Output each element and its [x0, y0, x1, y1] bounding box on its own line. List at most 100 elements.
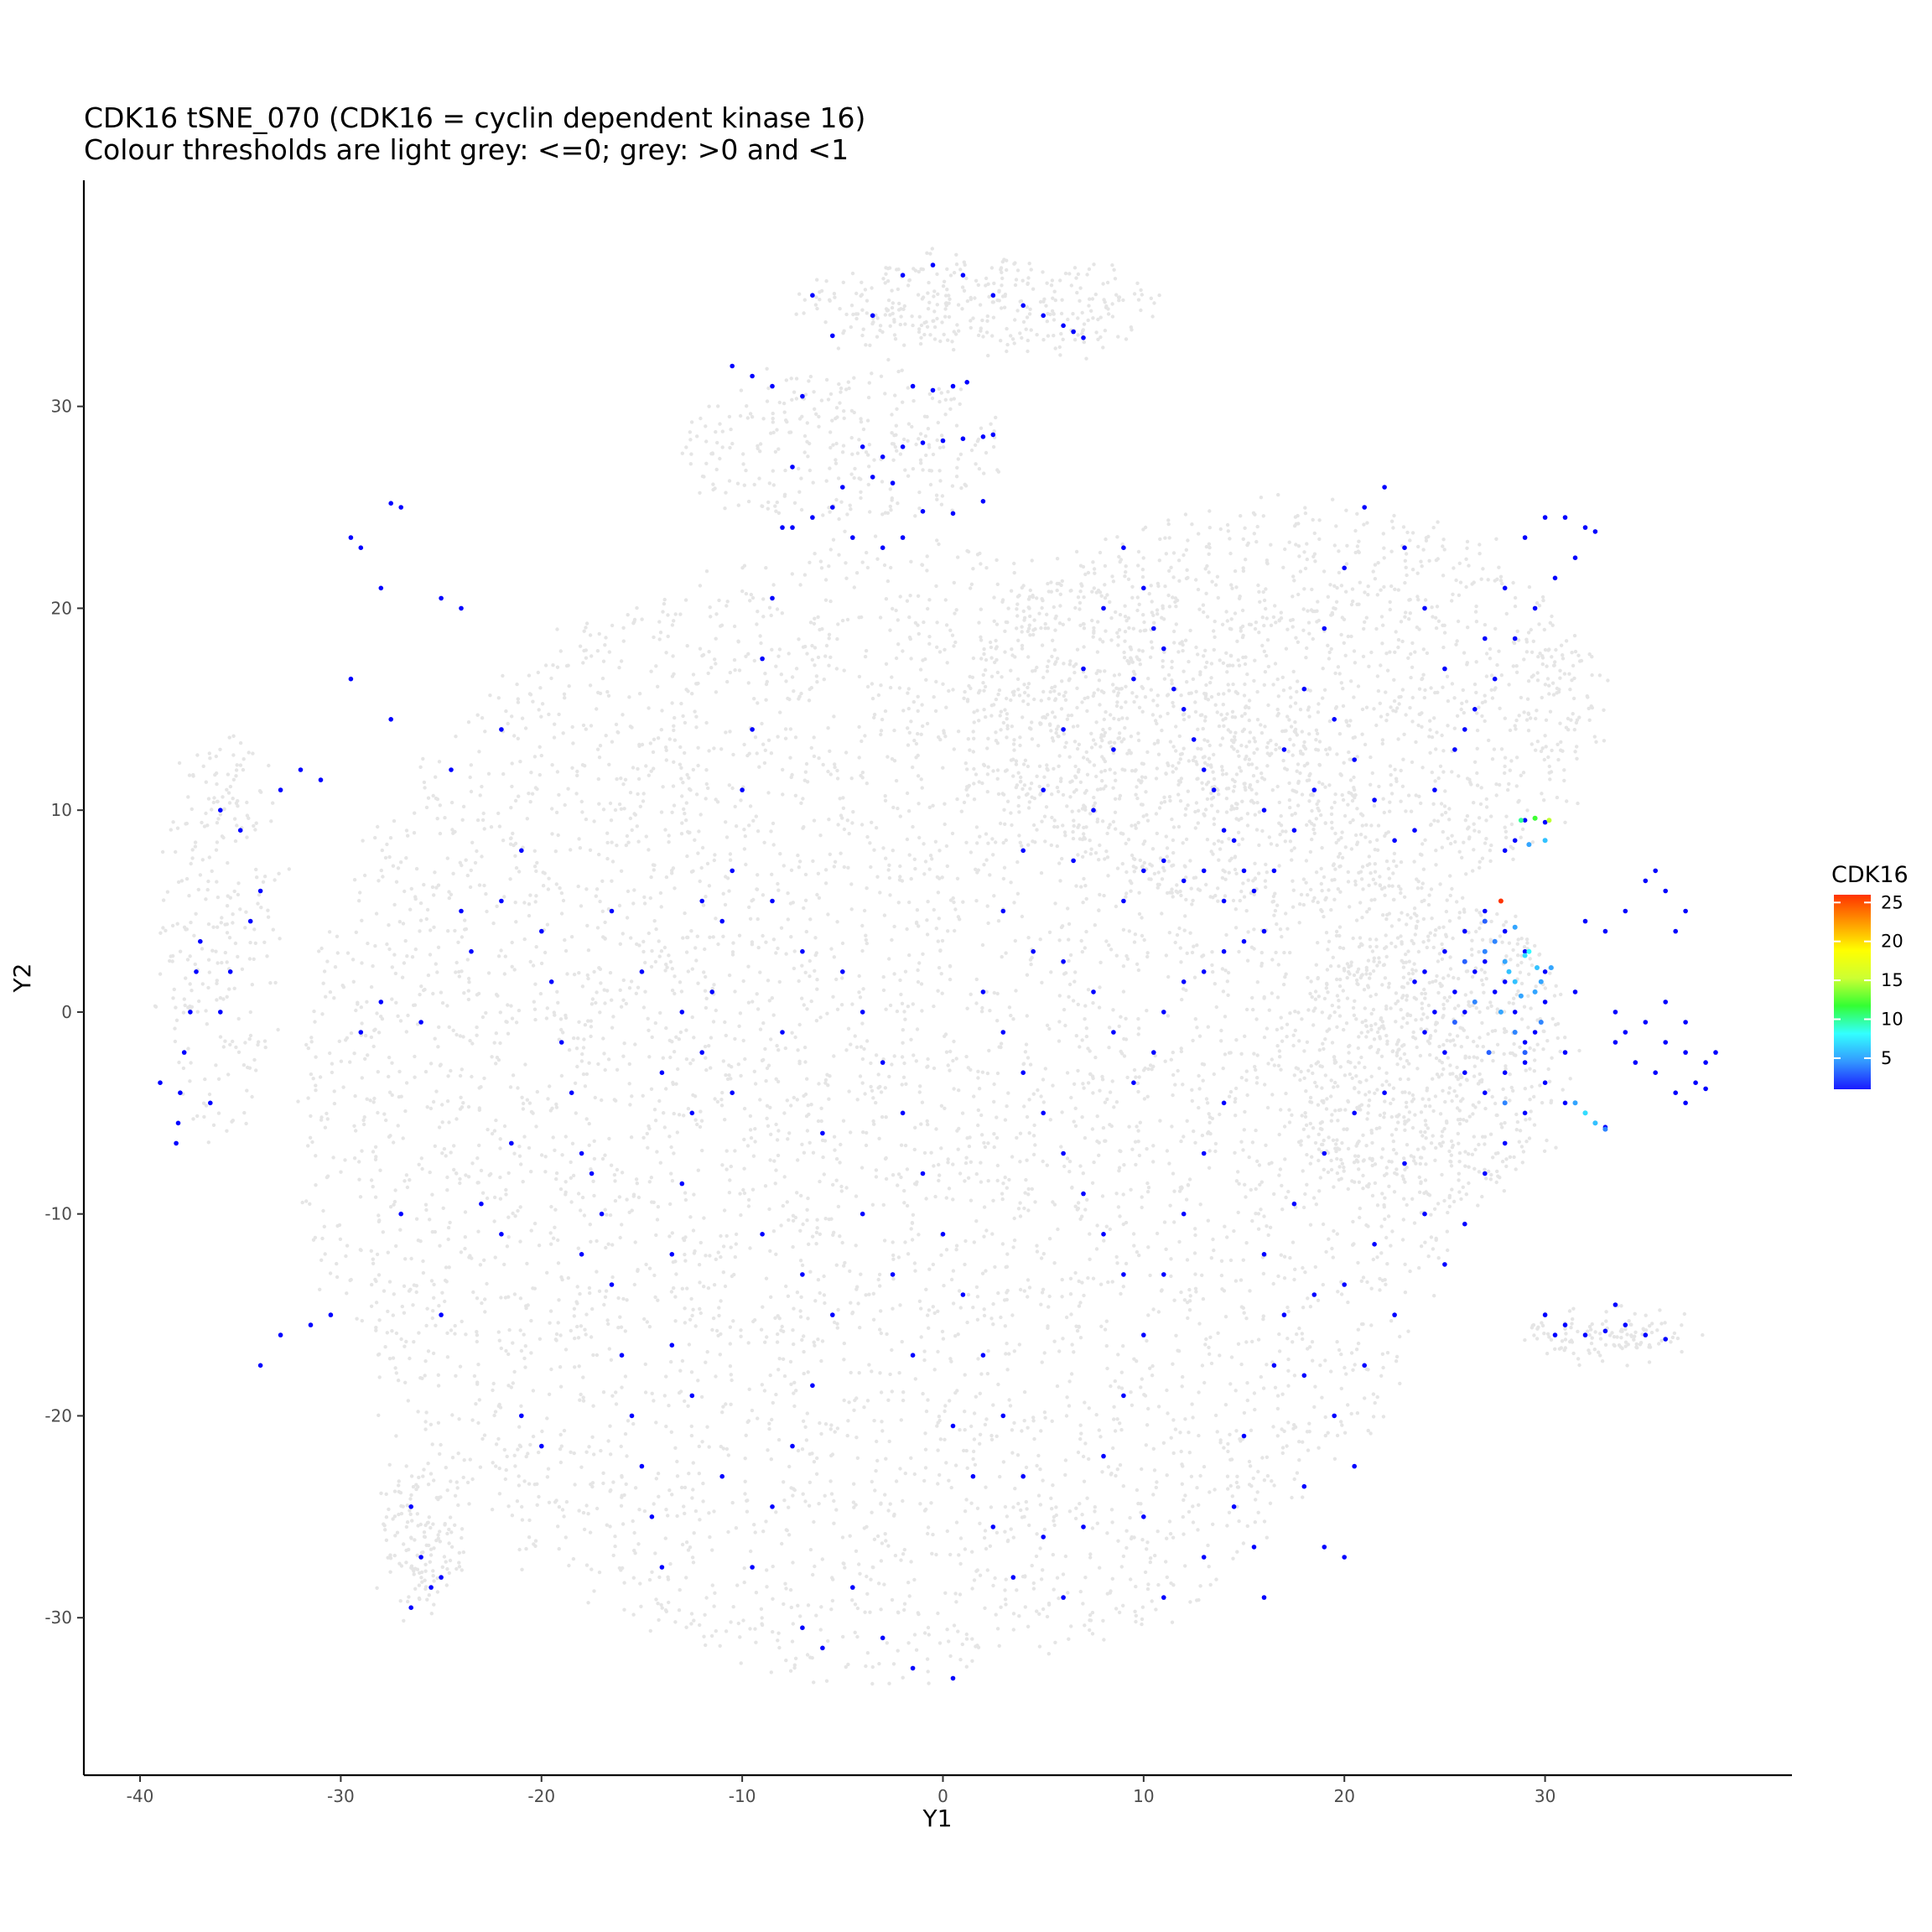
- bg-point: [792, 966, 797, 971]
- bg-point: [1321, 1282, 1326, 1287]
- bg-point: [977, 1087, 982, 1091]
- bg-point: [1074, 1506, 1078, 1510]
- bg-point: [839, 1142, 843, 1147]
- bg-point: [979, 1180, 984, 1184]
- bg-point: [670, 967, 674, 971]
- bg-point: [885, 1332, 889, 1337]
- bg-point: [909, 719, 913, 724]
- bg-point: [1400, 1025, 1404, 1030]
- bg-point: [905, 1203, 910, 1208]
- bg-point: [791, 1561, 795, 1565]
- bg-point: [424, 1208, 428, 1213]
- bg-point: [684, 818, 688, 823]
- bg-point: [460, 969, 464, 974]
- bg-point: [1208, 1352, 1212, 1357]
- bg-point: [1212, 842, 1217, 846]
- bg-point: [1211, 1237, 1215, 1242]
- bg-point: [864, 1293, 868, 1297]
- bg-point: [1244, 1078, 1249, 1083]
- bg-point: [590, 1435, 595, 1440]
- bg-point: [619, 869, 624, 874]
- bg-point: [758, 634, 762, 638]
- bg-point: [397, 1069, 402, 1074]
- bg-point: [801, 1492, 805, 1496]
- bg-point: [610, 1026, 615, 1030]
- bg-point: [496, 696, 501, 700]
- bg-point: [995, 1530, 1000, 1535]
- bg-point: [1090, 1632, 1095, 1636]
- bg-point: [584, 1117, 589, 1121]
- bg-point: [770, 996, 774, 1000]
- bg-point: [1211, 969, 1215, 974]
- bg-point: [1233, 1086, 1239, 1091]
- bg-point: [351, 958, 356, 962]
- bg-point: [1197, 1034, 1202, 1038]
- bg-point: [792, 1380, 797, 1385]
- bg-point: [335, 951, 340, 955]
- bg-point: [633, 1486, 638, 1490]
- bg-point: [1410, 1197, 1415, 1202]
- bg-point: [803, 970, 808, 975]
- bg-point: [1073, 764, 1078, 769]
- bg-point: [936, 1448, 940, 1452]
- bg-point: [1248, 1289, 1252, 1293]
- bg-point: [797, 979, 801, 984]
- bg-point: [667, 1488, 672, 1493]
- bg-point: [1125, 1075, 1130, 1080]
- bg-point: [1228, 1483, 1233, 1488]
- bg-point: [430, 1229, 434, 1234]
- bg-point: [510, 964, 514, 969]
- bg-point: [592, 1452, 596, 1457]
- bg-point: [800, 1142, 804, 1147]
- bg-point: [1225, 979, 1230, 984]
- bg-point: [906, 706, 911, 711]
- bg-point: [1132, 1244, 1136, 1248]
- bg-point: [771, 821, 776, 826]
- bg-point: [1057, 1020, 1062, 1024]
- bg-point: [1081, 1602, 1085, 1606]
- bg-point: [486, 771, 491, 776]
- bg-point: [311, 1238, 316, 1242]
- bg-point: [564, 1015, 569, 1021]
- bg-point: [934, 1552, 938, 1557]
- bg-point: [972, 782, 976, 786]
- bg-point: [802, 1349, 806, 1354]
- bg-point: [543, 1170, 548, 1174]
- bg-point: [799, 801, 803, 805]
- bg-point: [888, 1502, 892, 1506]
- bg-point: [1339, 1386, 1344, 1391]
- bg-point: [658, 891, 663, 896]
- bg-point: [1114, 610, 1118, 615]
- bg-point: [948, 1049, 953, 1054]
- bg-point: [1329, 812, 1334, 817]
- bg-point: [1408, 1269, 1412, 1274]
- bg-point: [422, 988, 426, 993]
- bg-point: [636, 766, 640, 771]
- bg-point: [683, 1235, 688, 1239]
- bg-point: [1119, 831, 1124, 835]
- bg-point: [1187, 1308, 1192, 1312]
- chart-title: CDK16 tSNE_070 (CDK16 = cyclin dependent…: [84, 101, 865, 134]
- bg-point: [1078, 623, 1083, 627]
- bg-point: [1345, 1127, 1349, 1132]
- bg-point: [969, 992, 973, 997]
- bg-point: [597, 631, 601, 636]
- bg-point: [708, 935, 712, 940]
- bg-point: [922, 620, 926, 625]
- bg-point: [477, 1398, 481, 1402]
- bg-point: [1080, 1513, 1084, 1517]
- bg-point: [813, 969, 817, 974]
- bg-point: [589, 1019, 593, 1023]
- bg-point: [720, 1163, 724, 1167]
- bg-point: [527, 902, 532, 906]
- bg-point: [1055, 844, 1060, 849]
- bg-point: [1347, 969, 1351, 974]
- bg-point: [1242, 895, 1247, 899]
- bg-point: [728, 1342, 732, 1346]
- bg-point: [937, 849, 942, 853]
- bg-point: [418, 765, 423, 769]
- bg-point: [828, 1074, 832, 1078]
- bg-point: [986, 1141, 990, 1145]
- bg-point: [1384, 831, 1389, 836]
- bg-point: [532, 1221, 538, 1226]
